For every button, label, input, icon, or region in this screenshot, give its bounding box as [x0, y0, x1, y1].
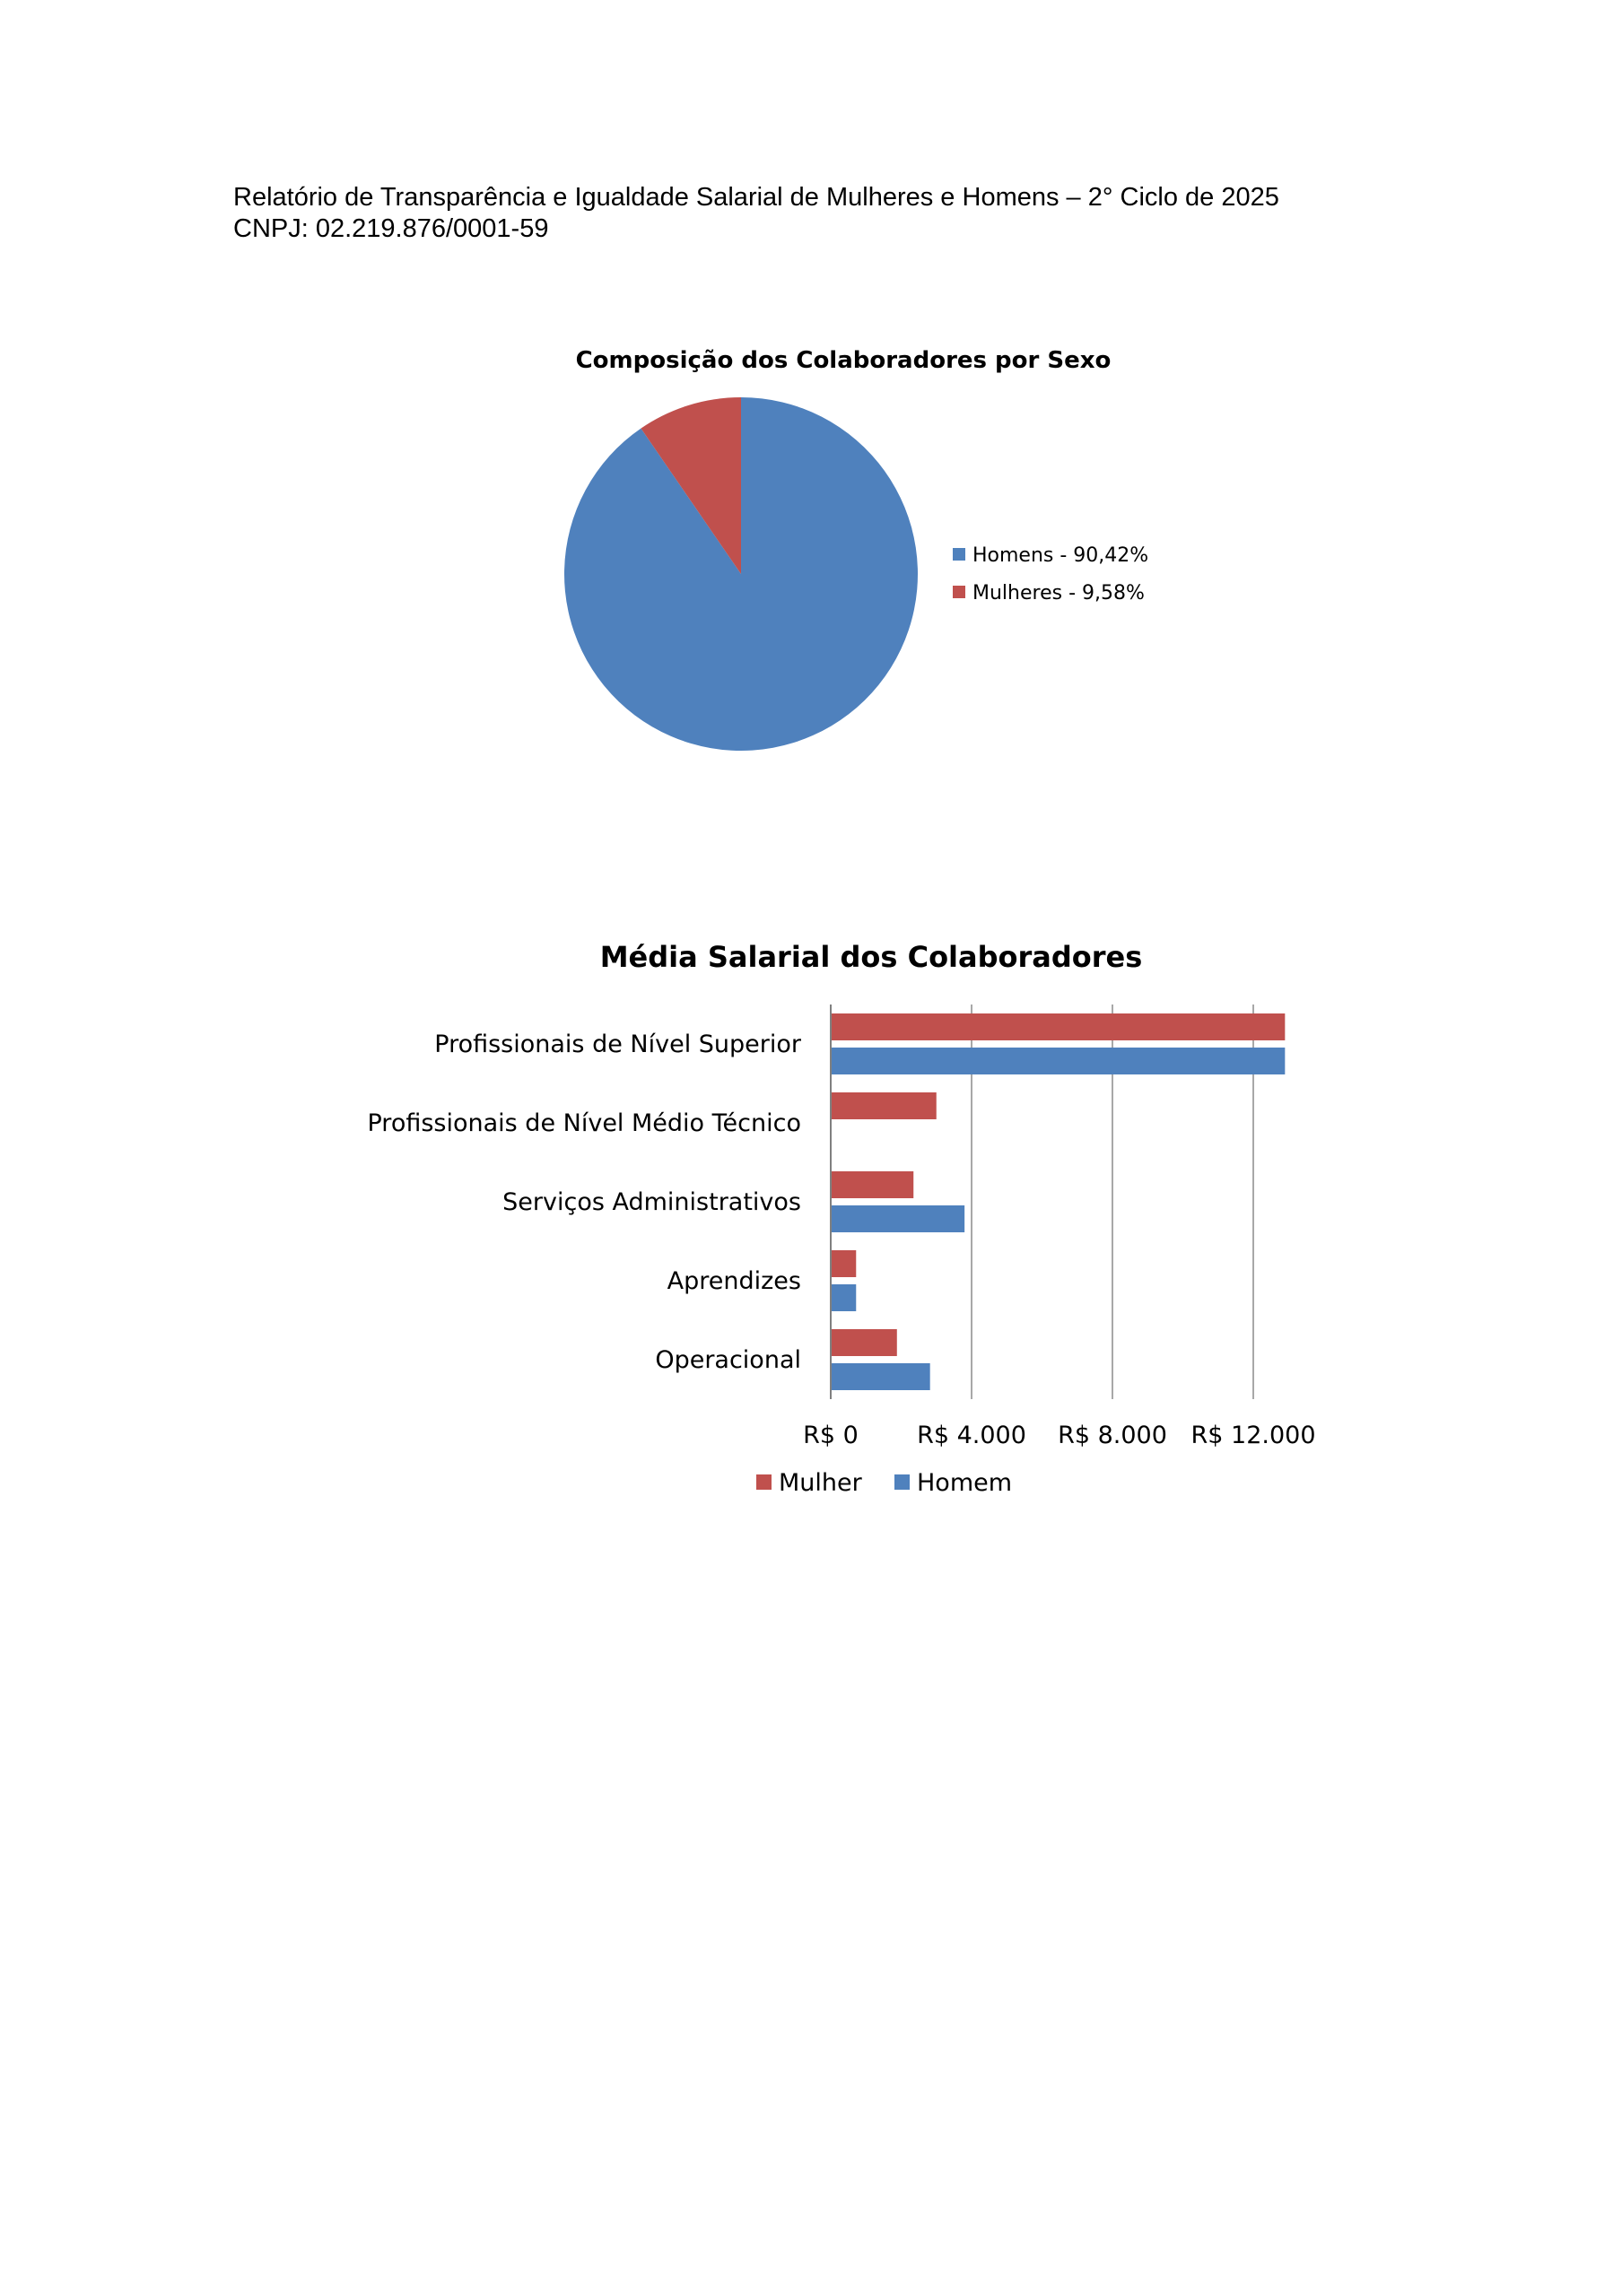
pie-legend-label-homens: Homens - 90,42%	[972, 544, 1148, 567]
bar-homem-3	[832, 1284, 857, 1311]
bar-category-label: Aprendizes	[667, 1267, 801, 1295]
bar-mulher-2	[832, 1171, 914, 1198]
bar-xtick-label: R$ 8.000	[1058, 1422, 1167, 1449]
bar-category-label: Operacional	[655, 1346, 801, 1374]
bar-xtick-label: R$ 4.000	[917, 1422, 1026, 1449]
pie-chart-composicao: Composição dos Colaboradores por Sexo Ho…	[564, 347, 1148, 751]
bar-chart-title: Média Salarial dos Colaboradores	[600, 940, 1143, 974]
bar-category-label: Profissionais de Nível Médio Técnico	[368, 1109, 802, 1137]
bar-homem-4	[832, 1363, 930, 1390]
pie-legend-swatch-mulheres	[953, 586, 965, 598]
bar-xtick-label: R$ 12.000	[1191, 1422, 1316, 1449]
bar-chart-media-salarial: Média Salarial dos Colaboradores Profiss…	[368, 940, 1316, 1497]
report-title: Relatório de Transparência e Igualdade S…	[233, 183, 1279, 212]
bar-mulher-0	[832, 1013, 1286, 1040]
bar-legend-label-mulher: Mulher	[779, 1469, 863, 1497]
bar-homem-0	[832, 1048, 1286, 1074]
bar-legend-swatch-homem	[894, 1474, 910, 1490]
bar-mulher-3	[832, 1250, 857, 1277]
bar-mulher-4	[832, 1329, 897, 1356]
bar-legend-label-homem: Homem	[917, 1469, 1012, 1497]
cnpj-line: CNPJ: 02.219.876/0001-59	[233, 214, 549, 243]
pie-legend-label-mulheres: Mulheres - 9,58%	[972, 582, 1145, 604]
bar-xtick-label: R$ 0	[803, 1422, 859, 1449]
pie-slice-mulheres	[641, 397, 741, 574]
bar-mulher-1	[832, 1092, 937, 1119]
bar-category-label: Serviços Administrativos	[502, 1188, 801, 1216]
bar-homem-2	[832, 1205, 965, 1232]
bar-legend-swatch-mulher	[756, 1474, 772, 1490]
pie-chart-title: Composição dos Colaboradores por Sexo	[576, 347, 1112, 374]
pie-legend-swatch-homens	[953, 548, 965, 561]
bar-category-label: Profissionais de Nível Superior	[434, 1031, 802, 1058]
